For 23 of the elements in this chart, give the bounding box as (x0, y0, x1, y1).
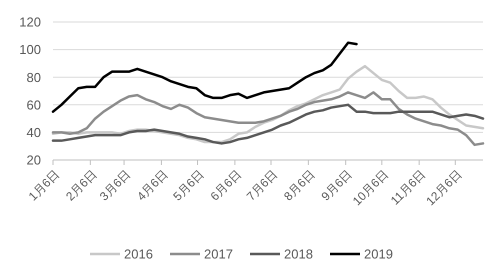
legend-label: 2016 (124, 246, 153, 262)
line-series (52, 104, 484, 145)
y-tick-label: 20 (26, 152, 41, 168)
x-tick-label: 4月6日 (134, 167, 170, 204)
x-tick-label: 1月6日 (26, 167, 62, 204)
line-series (52, 41, 358, 113)
x-tick-label: 7月6日 (244, 167, 280, 204)
x-tick-label: 5月6日 (170, 167, 207, 204)
y-tick-label: 120 (19, 14, 41, 30)
legend-label: 2017 (204, 246, 233, 262)
legend-label: 2018 (284, 246, 313, 262)
y-tick-label: 100 (19, 42, 41, 58)
line-series (52, 91, 484, 146)
x-tick-label: 11月6日 (388, 167, 428, 208)
y-tick-label: 40 (26, 124, 41, 140)
x-tick-label: 3月6日 (96, 167, 134, 204)
y-tick-label: 60 (26, 97, 41, 112)
x-tick-label: 9月6日 (318, 167, 355, 204)
x-tick-label: 2月6日 (63, 167, 100, 204)
x-tick-label: 8月6日 (281, 167, 318, 204)
y-tick-label: 80 (26, 70, 41, 85)
x-tick-label: 6月6日 (208, 167, 244, 204)
legend-label: 2019 (364, 246, 393, 262)
